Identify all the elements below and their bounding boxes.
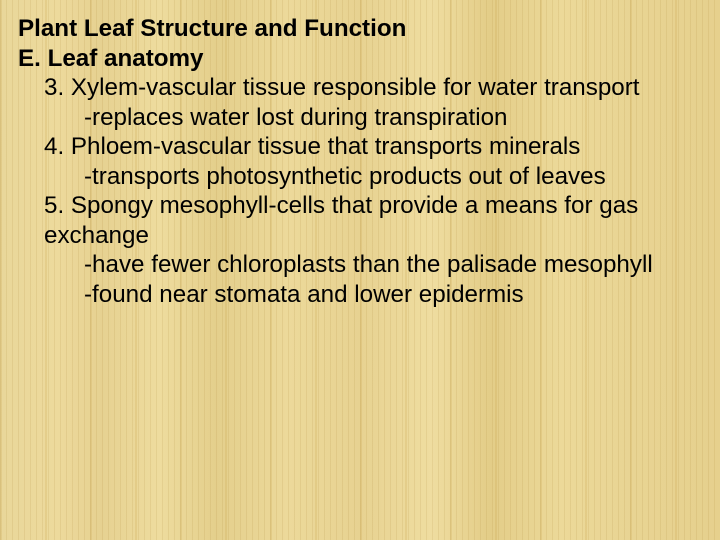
outline-item-3: 3. Xylem-vascular tissue responsible for… (18, 73, 702, 103)
outline-item-5-sub2: -found near stomata and lower epidermis (18, 280, 702, 310)
slide-content: Plant Leaf Structure and Function E. Lea… (0, 0, 720, 327)
outline-item-5-sub1: -have fewer chloroplasts than the palisa… (18, 250, 702, 280)
slide-title: Plant Leaf Structure and Function (18, 14, 702, 44)
outline-item-4: 4. Phloem-vascular tissue that transport… (18, 132, 702, 162)
outline-item-3-sub1: -replaces water lost during transpiratio… (18, 103, 702, 133)
section-heading: E. Leaf anatomy (18, 44, 702, 74)
outline-item-4-sub1: -transports photosynthetic products out … (18, 162, 702, 192)
outline-item-5: 5. Spongy mesophyll-cells that provide a… (18, 191, 702, 250)
